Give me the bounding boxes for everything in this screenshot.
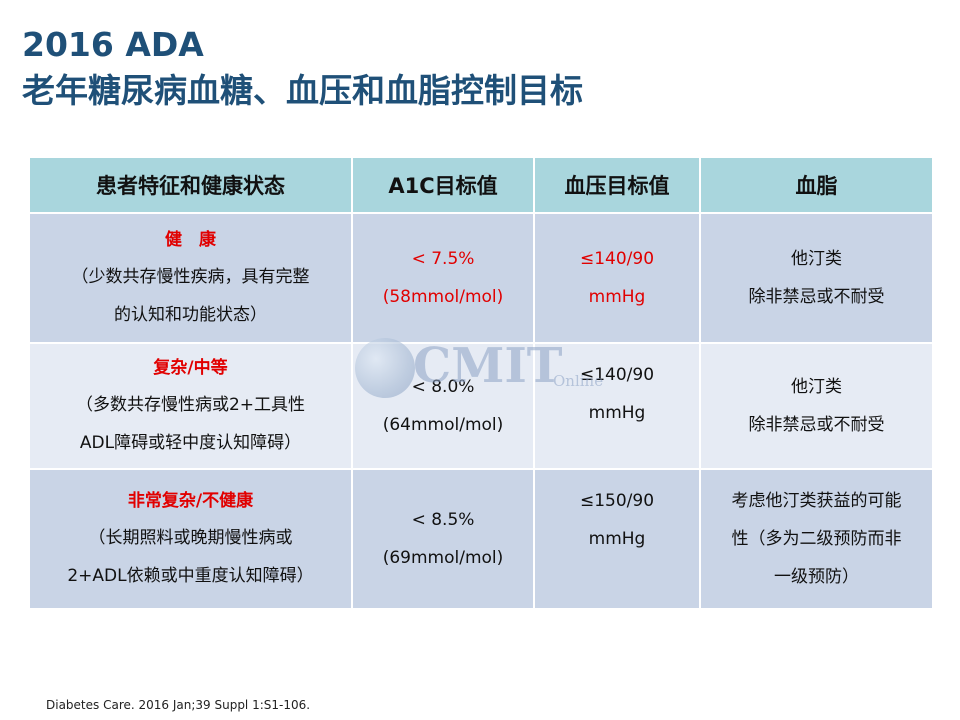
- a1c-cell: < 8.5% (69mmol/mol): [351, 468, 535, 610]
- status-title: 复杂/中等: [153, 358, 228, 378]
- table-header-row: 患者特征和健康状态 A1C目标值 血压目标值 血脂: [28, 156, 934, 214]
- bp-cell: ≤140/90 mmHg: [533, 342, 701, 470]
- status-cell: 非常复杂/不健康 （长期照料或晚期慢性病或 2+ADL依赖或中重度认知障碍）: [28, 468, 353, 610]
- page-title: 2016 ADA 老年糖尿病血糖、血压和血脂控制目标: [22, 22, 583, 114]
- bp-cell: ≤150/90 mmHg: [533, 468, 701, 610]
- a1c-value: < 8.0% (64mmol/mol): [382, 377, 504, 435]
- lipid-value: 他汀类 除非禁忌或不耐受: [748, 377, 885, 435]
- a1c-cell: < 8.0% (64mmol/mol): [351, 342, 535, 470]
- bp-value: ≤150/90 mmHg: [579, 491, 655, 549]
- status-description: （长期照料或晚期慢性病或 2+ADL依赖或中重度认知障碍）: [67, 528, 314, 586]
- header-status: 患者特征和健康状态: [28, 156, 353, 214]
- header-lipid: 血脂: [699, 156, 934, 214]
- status-cell: 复杂/中等 （多数共存慢性病或2+工具性 ADL障碍或轻中度认知障碍）: [28, 342, 353, 470]
- title-line-2: 老年糖尿病血糖、血压和血脂控制目标: [22, 71, 583, 110]
- table-row: 健 康 （少数共存慢性疾病，具有完整 的认知和功能状态） < 7.5% (58m…: [28, 212, 934, 344]
- title-line-1: 2016 ADA: [22, 25, 204, 64]
- table-row: 复杂/中等 （多数共存慢性病或2+工具性 ADL障碍或轻中度认知障碍） < 8.…: [28, 342, 934, 470]
- lipid-cell: 考虑他汀类获益的可能 性（多为二级预防而非 一级预防）: [699, 468, 934, 610]
- status-title: 非常复杂/不健康: [127, 491, 254, 511]
- header-bp: 血压目标值: [533, 156, 701, 214]
- a1c-cell: < 7.5% (58mmol/mol): [351, 212, 535, 344]
- status-title: 健 康: [165, 230, 216, 250]
- lipid-cell: 他汀类 除非禁忌或不耐受: [699, 212, 934, 344]
- lipid-value: 他汀类 除非禁忌或不耐受: [748, 249, 885, 307]
- header-a1c: A1C目标值: [351, 156, 535, 214]
- targets-table: 患者特征和健康状态 A1C目标值 血压目标值 血脂 健 康 （少数共存慢性疾病，…: [28, 156, 934, 610]
- lipid-value: 考虑他汀类获益的可能 性（多为二级预防而非 一级预防）: [731, 491, 902, 587]
- status-cell: 健 康 （少数共存慢性疾病，具有完整 的认知和功能状态）: [28, 212, 353, 344]
- bp-cell: ≤140/90 mmHg: [533, 212, 701, 344]
- a1c-value: < 8.5% (69mmol/mol): [382, 510, 504, 568]
- a1c-value: < 7.5% (58mmol/mol): [382, 249, 504, 307]
- table-row: 非常复杂/不健康 （长期照料或晚期慢性病或 2+ADL依赖或中重度认知障碍） <…: [28, 468, 934, 610]
- status-description: （多数共存慢性病或2+工具性 ADL障碍或轻中度认知障碍）: [75, 395, 306, 453]
- lipid-cell: 他汀类 除非禁忌或不耐受: [699, 342, 934, 470]
- bp-value: ≤140/90 mmHg: [579, 365, 655, 423]
- citation-footnote: Diabetes Care. 2016 Jan;39 Suppl 1:S1-10…: [46, 698, 311, 712]
- bp-value: ≤140/90 mmHg: [579, 249, 655, 307]
- status-description: （少数共存慢性疾病，具有完整 的认知和功能状态）: [71, 267, 310, 325]
